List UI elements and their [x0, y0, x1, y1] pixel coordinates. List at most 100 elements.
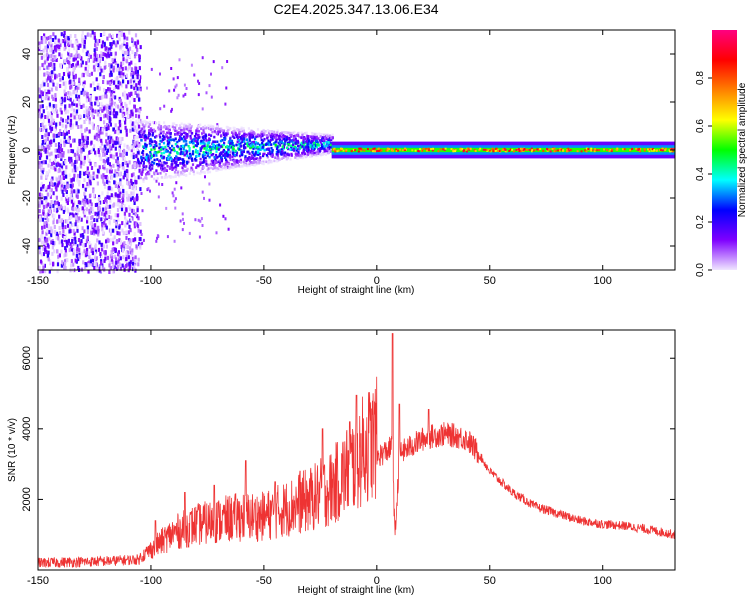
spectrogram-cell: [130, 181, 133, 186]
spectrogram-cell: [123, 111, 126, 116]
x-tick-label: 50: [484, 575, 496, 587]
spectrogram-cell: [112, 68, 115, 73]
spectrogram-cell: [43, 224, 46, 229]
spectrogram-cell: [88, 150, 91, 155]
spectrogram-cell: [70, 107, 73, 112]
spectrogram-cell: [520, 147, 522, 150]
spectrogram-cell: [128, 100, 131, 105]
spectrogram-cell: [48, 71, 51, 76]
spectrogram-cell: [59, 219, 62, 223]
spectrogram-cell: [60, 110, 63, 115]
spectrogram-cell: [88, 244, 91, 249]
spectrogram-cell: [308, 135, 311, 138]
spectrogram-cell: [103, 152, 107, 157]
spectrogram-cell: [44, 138, 48, 143]
spectrogram-cell: [179, 219, 182, 223]
spectrogram-cell: [259, 156, 262, 159]
spectrogram-cell: [90, 216, 93, 220]
spectrogram-cell: [45, 36, 48, 41]
spectrogram-cell: [144, 124, 147, 127]
spectrogram-cell: [78, 154, 81, 159]
spectrogram-cell: [133, 98, 136, 102]
spectrogram-cell: [174, 85, 177, 89]
spectrogram-cell: [62, 206, 65, 210]
spectrogram-cell: [252, 135, 255, 139]
spectrogram-cell: [38, 87, 41, 92]
spectrogram-cell: [270, 134, 273, 138]
spectrogram-cell: [79, 114, 82, 119]
spectrogram-cell: [236, 140, 239, 144]
spectrogram-cell: [166, 150, 169, 153]
spectrogram-cell: [256, 134, 259, 138]
spectrogram-cell: [172, 194, 175, 198]
spectrogram-cell: [108, 195, 111, 200]
spectrogram-cell: [101, 40, 104, 45]
spectrogram-cell: [52, 203, 55, 208]
spectrogram-cell: [328, 150, 331, 153]
spectrogram-cell: [124, 215, 127, 220]
spectrogram-cell: [495, 147, 498, 150]
spectrogram-cell: [131, 37, 134, 42]
spectrogram-cell: [101, 105, 104, 110]
spectrogram-cell: [46, 94, 49, 98]
spectrogram-cell: [40, 168, 43, 173]
spectrogram-cell: [72, 228, 75, 233]
spectrogram-cell: [522, 148, 525, 151]
spectrogram-cell: [47, 163, 50, 168]
spectrogram-cell: [149, 156, 153, 160]
spectrogram-cell: [233, 136, 236, 139]
spectrogram-cell: [71, 168, 74, 173]
spectrogram-cell: [60, 157, 63, 161]
spectrogram-cell: [284, 140, 287, 143]
spectrogram-cell: [42, 211, 45, 216]
spectrogram-cell: [315, 152, 318, 156]
spectrogram-cell: [161, 183, 164, 186]
spectrogram-cell: [133, 221, 136, 226]
spectrogram-cell: [297, 141, 300, 144]
spectrogram-cell: [191, 141, 195, 145]
spectrogram-cell: [117, 80, 120, 85]
spectrogram-cell: [188, 152, 192, 156]
spectrogram-cell: [498, 150, 501, 152]
spectrogram-cell: [51, 70, 54, 75]
spectrogram-cell: [50, 47, 53, 52]
spectrogram-cell: [164, 162, 167, 165]
spectrogram-cell: [124, 223, 127, 228]
spectrogram-cell: [80, 56, 83, 61]
spectrogram-cell: [508, 149, 511, 152]
spectrogram-cell: [80, 105, 83, 109]
spectrogram-cell: [82, 48, 85, 53]
spectrogram-cell: [84, 187, 87, 192]
spectrogram-cell: [228, 167, 231, 170]
spectrogram-cell: [76, 224, 79, 229]
spectrogram-cell: [42, 109, 45, 114]
spectrogram-cell: [46, 132, 49, 137]
spectrogram-cell: [357, 150, 360, 153]
spectrogram-cell: [138, 163, 141, 168]
spectrogram-cell: [290, 152, 293, 156]
spectrogram-cell: [248, 152, 251, 155]
spectrogram-cell: [84, 66, 87, 71]
spectrogram-cell: [302, 150, 305, 153]
spectrogram-cell: [109, 166, 112, 171]
spectrogram-cell: [150, 175, 153, 178]
spectrogram-cell: [287, 143, 290, 146]
spectrogram-cell: [157, 164, 160, 168]
spectrogram-cell: [125, 44, 129, 49]
spectrogram-cell: [110, 42, 113, 46]
spectrogram-cell: [47, 65, 50, 70]
spectrogram-cell: [186, 154, 189, 158]
spectrogram-cell: [98, 133, 101, 138]
spectrogram-cell: [251, 161, 254, 164]
spectrogram-cell: [270, 143, 273, 146]
spectrogram-cell: [229, 127, 232, 130]
spectrogram-cell: [96, 126, 99, 131]
spectrogram-cell: [97, 129, 100, 134]
spectrogram-cell: [120, 244, 123, 249]
spectrogram-cell: [121, 113, 124, 118]
spectrogram-cell: [294, 152, 297, 155]
spectrogram-cell: [96, 53, 99, 58]
spectrogram-cell: [210, 161, 213, 165]
spectrogram-cell: [318, 132, 321, 136]
spectrogram-cell: [77, 46, 80, 50]
